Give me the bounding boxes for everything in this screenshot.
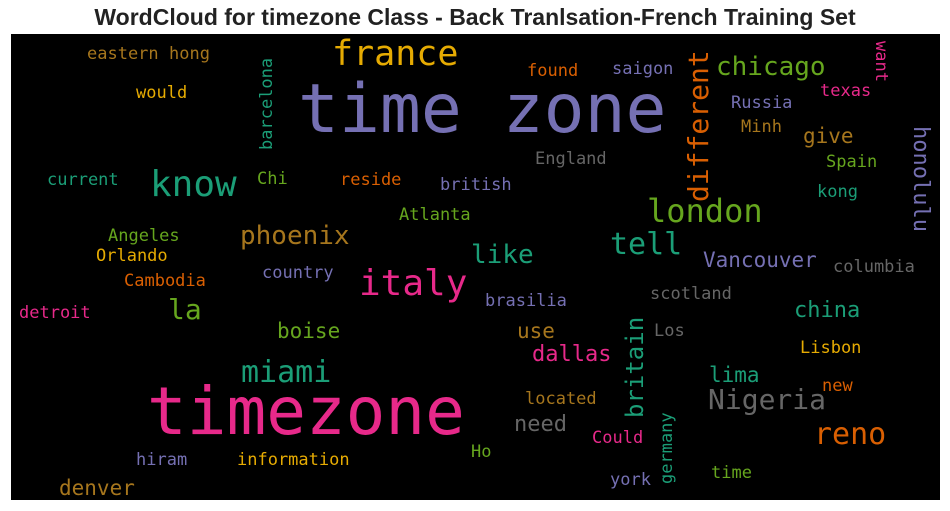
word-reno: reno (814, 417, 887, 452)
wordcloud-canvas: time zone timezone france know italy lon… (11, 34, 940, 500)
word-found: found (527, 61, 579, 81)
word-hiram: hiram (136, 450, 188, 470)
word-know: know (150, 164, 237, 205)
word-reside: reside (340, 170, 402, 190)
word-kong: kong (817, 182, 858, 202)
word-london: london (647, 192, 763, 230)
word-information: information (237, 450, 350, 470)
word-brasilia: brasilia (485, 291, 567, 311)
word-british: british (440, 175, 512, 195)
word-current: current (47, 170, 119, 190)
word-orlando: Orlando (96, 246, 168, 266)
word-chi: Chi (257, 169, 288, 189)
word-eastern: eastern (87, 44, 159, 64)
word-give: give (803, 124, 854, 148)
word-russia: Russia (731, 93, 793, 113)
word-time: time (711, 463, 752, 483)
word-italy: italy (359, 263, 468, 304)
word-barcelona: barcelona (257, 57, 277, 150)
word-time-zone: time zone (298, 70, 667, 149)
word-texas: texas (820, 81, 872, 101)
word-would: would (136, 83, 188, 103)
word-chicago: chicago (716, 52, 826, 82)
word-new: new (822, 376, 853, 396)
word-scotland: scotland (650, 284, 732, 304)
word-minh: Minh (741, 117, 782, 137)
word-tell: tell (610, 227, 683, 262)
word-boise: boise (277, 319, 341, 343)
word-vancouver: Vancouver (703, 248, 817, 272)
word-phoenix: phoenix (240, 221, 350, 251)
word-lima: lima (709, 363, 760, 387)
word-france: france (332, 34, 459, 74)
word-cambodia: Cambodia (124, 271, 206, 291)
word-columbia: columbia (833, 257, 915, 277)
word-miami: miami (241, 355, 332, 390)
word-ho: Ho (471, 442, 492, 462)
word-detroit: detroit (19, 303, 91, 323)
word-britain: britain (621, 316, 649, 418)
word-timezone: timezone (147, 373, 465, 450)
word-germany: germany (657, 412, 677, 484)
word-england: England (535, 149, 607, 169)
word-atlanta: Atlanta (399, 205, 471, 225)
word-nigeria: Nigeria (708, 383, 827, 416)
word-located: located (525, 389, 597, 409)
word-like: like (471, 240, 534, 270)
word-lisbon: Lisbon (800, 338, 862, 358)
word-saigon: saigon (612, 59, 674, 79)
word-china: china (794, 298, 861, 323)
word-honolulu: honolulu (908, 126, 933, 232)
word-denver: denver (59, 476, 135, 500)
word-use: use (517, 319, 555, 343)
word-could: Could (592, 428, 644, 448)
word-want: want (871, 41, 891, 82)
word-los: Los (654, 321, 685, 341)
word-la: la (168, 293, 202, 326)
word-need: need (514, 412, 567, 437)
word-angeles: Angeles (108, 226, 180, 246)
word-spain: Spain (826, 152, 878, 172)
word-york: york (610, 470, 651, 490)
word-hong: hong (169, 44, 210, 64)
chart-title: WordCloud for timezone Class - Back Tran… (94, 4, 856, 30)
word-different: different (682, 50, 715, 202)
word-dallas: dallas (532, 342, 612, 367)
word-country: country (262, 263, 334, 283)
